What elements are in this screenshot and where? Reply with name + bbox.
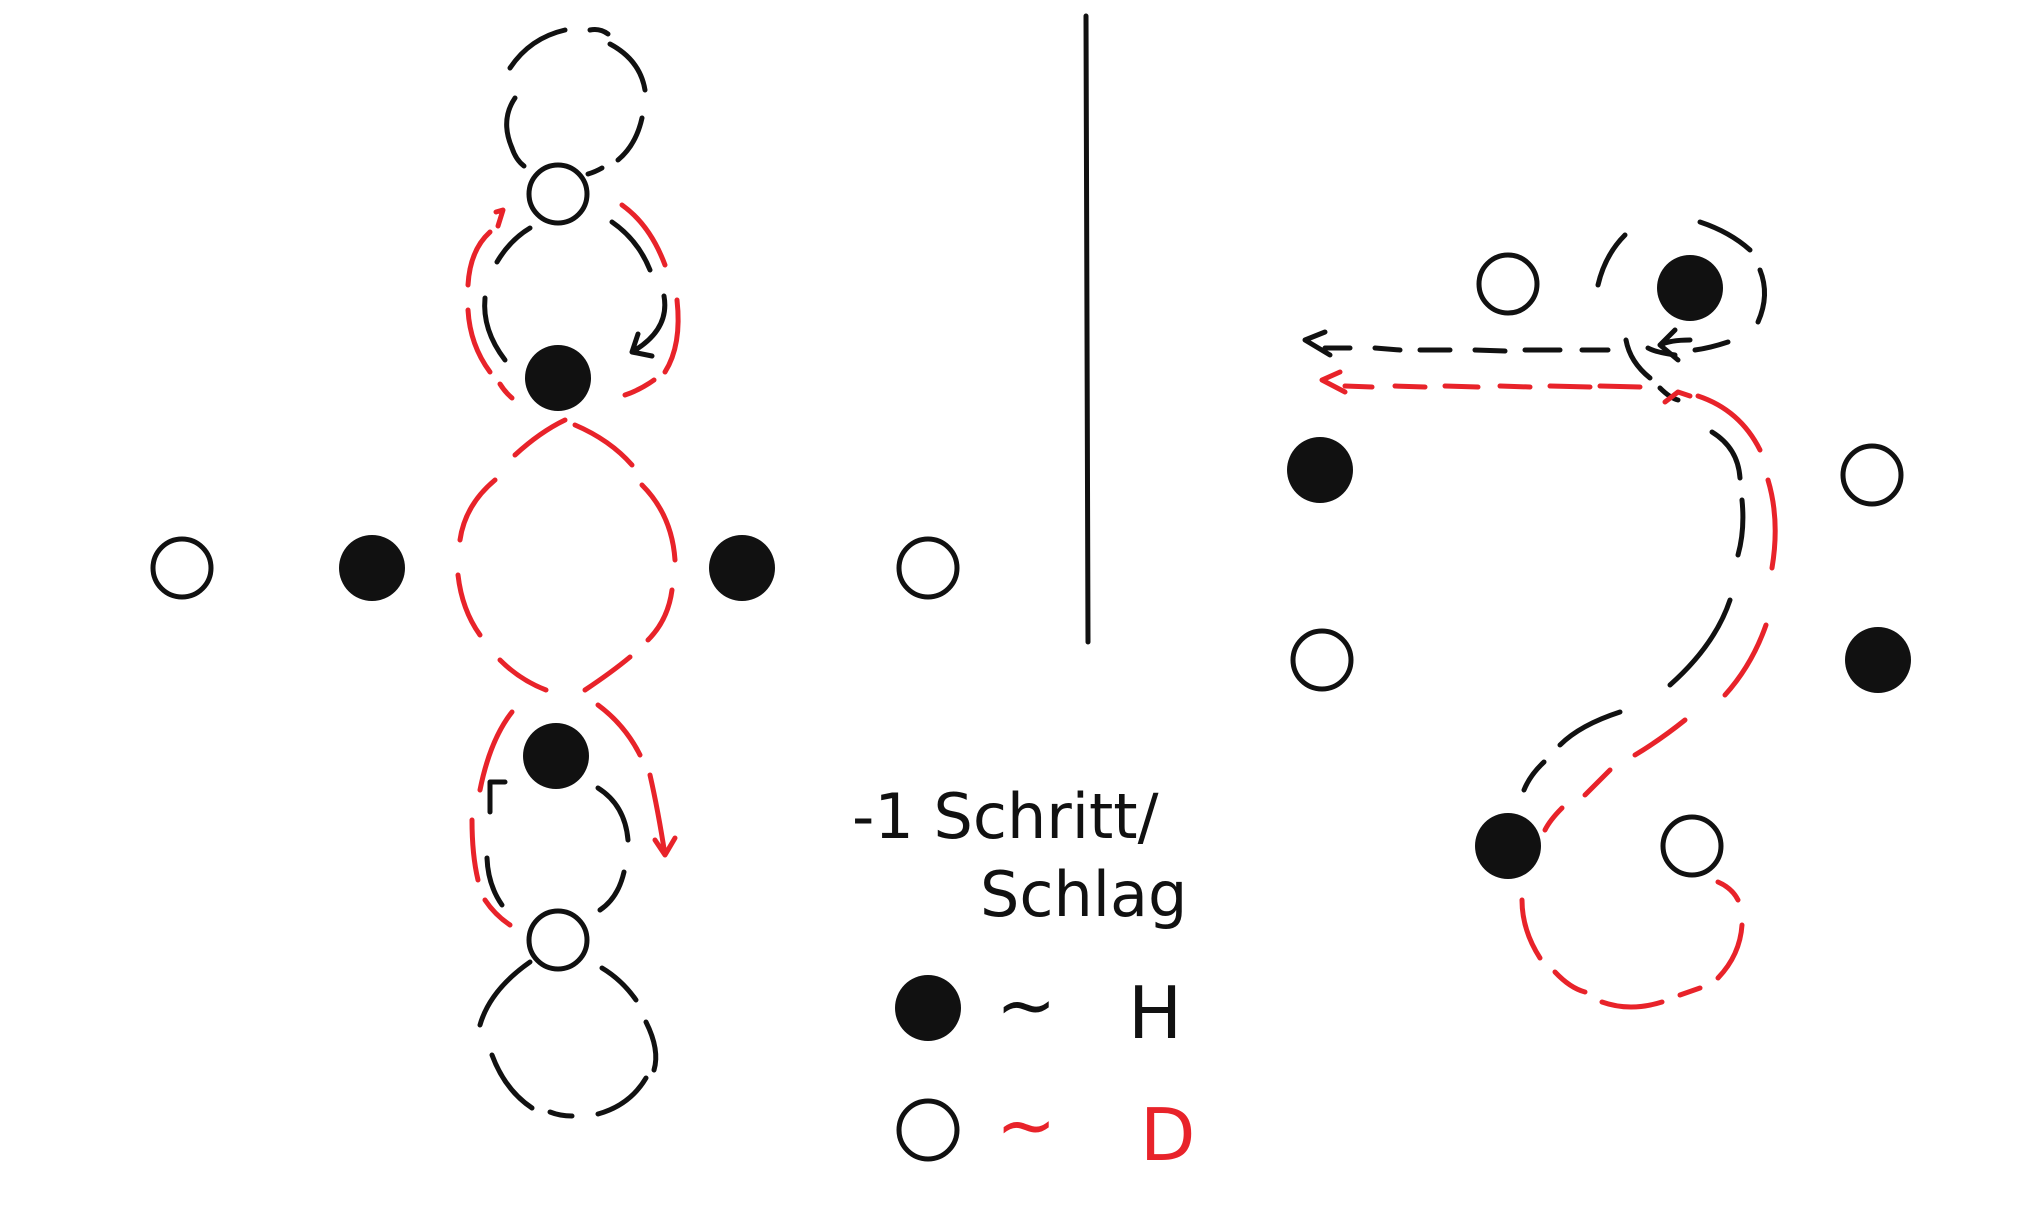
legend: ~ H ~ D (895, 963, 1195, 1177)
right-top-black-loop (1595, 219, 1767, 363)
legend-filled-label: H (1128, 971, 1182, 1055)
caption: -1 Schritt/ Schlag (852, 780, 1187, 931)
legend-filled-circle-icon (895, 975, 961, 1041)
legend-filled-tilde: ~ (996, 963, 1056, 1047)
right-bottom-filled-circle (1475, 813, 1541, 879)
right-bottom-open-circle (1660, 814, 1724, 878)
lower-filled-circle (523, 723, 589, 789)
right-right-open-circle (1840, 443, 1904, 507)
upper-filled-circle (525, 345, 591, 411)
caption-line-2: Schlag (980, 858, 1187, 931)
right-left-filled-circle (1287, 437, 1353, 503)
legend-open-label: D (1140, 1093, 1195, 1177)
right-filled-circle (709, 535, 775, 601)
bottom-black-loop (477, 959, 659, 1119)
legend-open-tilde: ~ (996, 1083, 1056, 1167)
left-figure (150, 27, 960, 1119)
right-top-open-circle (1476, 252, 1540, 316)
caption-line-1: -1 Schritt/ (852, 780, 1159, 853)
vertical-divider (1083, 13, 1091, 645)
top-black-loop (504, 27, 648, 177)
left-filled-circle (339, 535, 405, 601)
top-open-circle (526, 162, 590, 226)
right-left-open-circle (1290, 628, 1354, 692)
red-dashed-arrow-left (1319, 369, 1643, 395)
black-dashed-arrow-left (1302, 329, 1681, 403)
upper-red-loop (465, 202, 681, 401)
upper-black-loop (482, 219, 668, 363)
right-black-s-path (1521, 429, 1746, 793)
right-red-s-path (1542, 389, 1778, 833)
lower-black-loop (484, 779, 631, 913)
far-right-open-circle (896, 536, 960, 600)
right-top-filled-circle (1657, 255, 1723, 321)
legend-open-circle-icon (896, 1098, 960, 1162)
lower-red-loop (469, 702, 678, 928)
center-red-ring (455, 417, 678, 693)
far-left-open-circle (150, 536, 214, 600)
right-figure (1287, 219, 1911, 1010)
right-bottom-red-loop (1519, 879, 1745, 1010)
bottom-open-circle (526, 908, 590, 972)
right-right-filled-circle (1845, 627, 1911, 693)
